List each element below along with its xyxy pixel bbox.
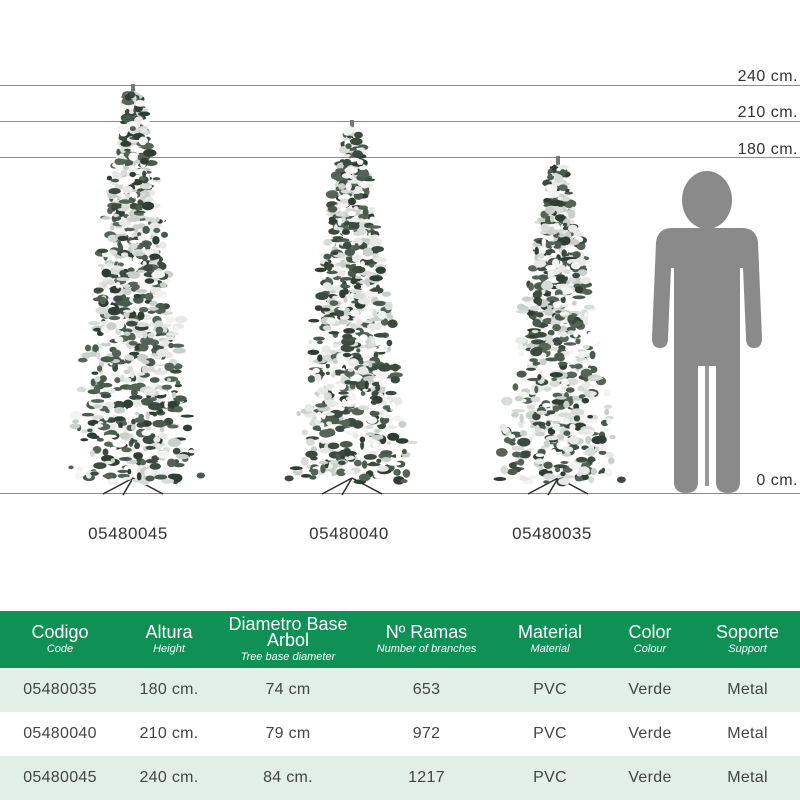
header-label: Material bbox=[517, 622, 583, 642]
tree-foliage bbox=[68, 84, 205, 496]
cell-color: Verde bbox=[605, 668, 695, 712]
header-label: Color bbox=[628, 622, 672, 642]
header-height: Altura Height bbox=[120, 611, 218, 668]
cell-code: 05480040 bbox=[0, 712, 120, 756]
header-sublabel: Support bbox=[728, 643, 767, 655]
cell-branches: 1217 bbox=[358, 756, 495, 800]
tree-code-label-210: 05480040 bbox=[309, 524, 389, 543]
table-header-row: Codigo Code Altura Height Diametro Base Ar… bbox=[0, 611, 800, 668]
cell-color: Verde bbox=[605, 712, 695, 756]
height-line-240 bbox=[0, 85, 800, 86]
cell-height: 180 cm. bbox=[120, 668, 218, 712]
cell-base-diameter: 84 cm. bbox=[218, 756, 358, 800]
cell-material: PVC bbox=[495, 668, 605, 712]
header-code: Codigo Code bbox=[0, 611, 120, 668]
header-sublabel: Tree base diameter bbox=[240, 651, 336, 663]
cell-material: PVC bbox=[495, 712, 605, 756]
tree-180-image bbox=[493, 156, 626, 496]
header-sublabel: Code bbox=[46, 643, 74, 655]
height-line-0 bbox=[0, 493, 800, 494]
cell-code: 05480035 bbox=[0, 668, 120, 712]
header-label: Soporte bbox=[715, 622, 780, 642]
cell-branches: 972 bbox=[358, 712, 495, 756]
table-row: 05480045 240 cm. 84 cm. 1217 PVC Verde M… bbox=[0, 756, 800, 800]
height-label-240: 240 cm. bbox=[737, 68, 798, 85]
height-line-180 bbox=[0, 157, 800, 158]
header-sublabel: Material bbox=[530, 643, 570, 655]
cell-color: Verde bbox=[605, 756, 695, 800]
header-label: Diametro Base Arbol bbox=[228, 614, 348, 650]
cell-support: Metal bbox=[695, 756, 800, 800]
size-comparison-figure: 240 cm. 210 cm. 180 cm. 0 cm. 05480045 0… bbox=[0, 68, 800, 543]
cell-branches: 653 bbox=[358, 668, 495, 712]
tree-foliage bbox=[284, 120, 418, 496]
height-line-210 bbox=[0, 121, 800, 122]
cell-height: 210 cm. bbox=[120, 712, 218, 756]
tree-code-label-240: 05480045 bbox=[88, 524, 168, 543]
header-base-diameter: Diametro Base Arbol Tree base diameter bbox=[218, 611, 358, 668]
header-sublabel: Colour bbox=[633, 643, 667, 655]
height-label-180: 180 cm. bbox=[737, 141, 798, 158]
header-support: Soporte Support bbox=[695, 611, 800, 668]
table-row: 05480040 210 cm. 79 cm 972 PVC Verde Met… bbox=[0, 712, 800, 756]
header-branches: Nº Ramas Number of branches bbox=[358, 611, 495, 668]
tree-foliage bbox=[493, 156, 626, 496]
header-label: Codigo bbox=[31, 622, 89, 642]
cell-height: 240 cm. bbox=[120, 756, 218, 800]
height-label-210: 210 cm. bbox=[737, 104, 798, 121]
tree-210-image bbox=[284, 120, 418, 496]
header-material: Material Material bbox=[495, 611, 605, 668]
cell-base-diameter: 74 cm bbox=[218, 668, 358, 712]
cell-material: PVC bbox=[495, 756, 605, 800]
cell-code: 05480045 bbox=[0, 756, 120, 800]
cell-support: Metal bbox=[695, 712, 800, 756]
header-label: Nº Ramas bbox=[385, 622, 468, 642]
height-label-0: 0 cm. bbox=[756, 472, 798, 489]
header-sublabel: Number of branches bbox=[376, 643, 477, 655]
cell-support: Metal bbox=[695, 668, 800, 712]
table-row: 05480035 180 cm. 74 cm 653 PVC Verde Met… bbox=[0, 668, 800, 712]
person-silhouette-icon bbox=[652, 171, 762, 493]
tree-240-image bbox=[68, 84, 205, 496]
header-color: Color Colour bbox=[605, 611, 695, 668]
header-sublabel: Height bbox=[153, 643, 185, 655]
cell-base-diameter: 79 cm bbox=[218, 712, 358, 756]
spec-table: Codigo Code Altura Height Diametro Base Ar… bbox=[0, 611, 800, 800]
tree-code-label-180: 05480035 bbox=[512, 524, 592, 543]
header-label: Altura bbox=[145, 622, 193, 642]
